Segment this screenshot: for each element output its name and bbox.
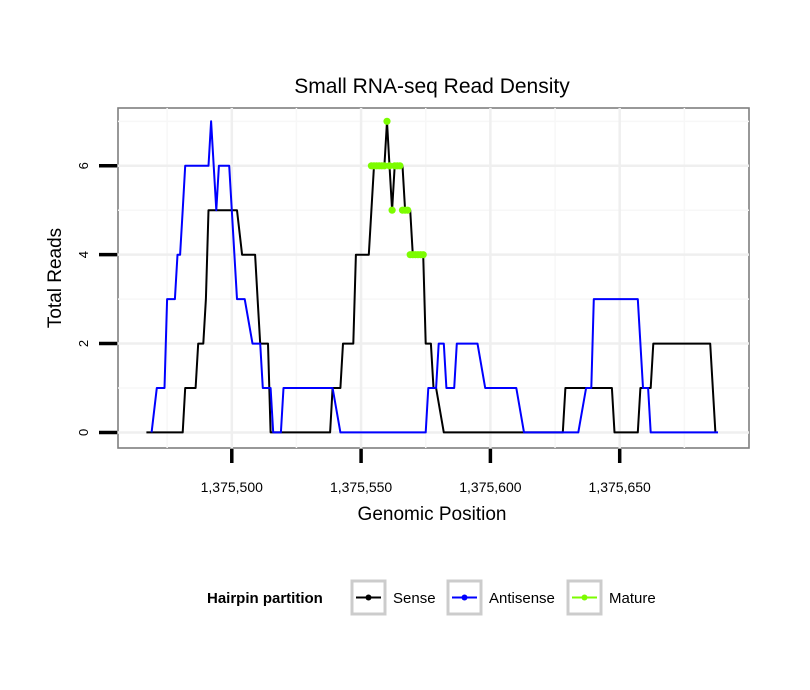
legend-title: Hairpin partition [207, 590, 323, 607]
legend-item-sense: Sense [350, 579, 436, 616]
series-layer [146, 117, 718, 434]
x-axis: 1,375,500 1,375,550 1,375,600 1,375,650 [201, 449, 651, 495]
y-axis: 0 2 4 6 [76, 162, 117, 436]
legend-item-mature: Mature [566, 579, 656, 616]
y-tick-label: 4 [76, 251, 91, 258]
x-tick-label: 1,375,500 [201, 479, 263, 495]
data-point-mature [385, 162, 394, 170]
x-axis-label: Genomic Position [358, 504, 507, 525]
series-points-mature [367, 117, 427, 259]
series-line-antisense [150, 120, 718, 434]
legend-label-mature: Mature [609, 590, 656, 607]
data-point-mature [419, 251, 427, 259]
data-point-mature [383, 117, 391, 125]
y-axis-label: Total Reads [45, 228, 66, 328]
legend-key-point-sense [365, 594, 372, 601]
y-tick-label: 6 [76, 162, 91, 169]
data-point-mature [380, 162, 388, 170]
y-tick-label: 0 [76, 429, 91, 436]
data-point-mature [396, 162, 404, 170]
legend-key-point-mature [581, 594, 588, 601]
x-tick-label: 1,375,600 [459, 479, 521, 495]
legend-key-point-antisense [461, 594, 468, 601]
x-tick-label: 1,375,650 [589, 479, 651, 495]
y-tick-label: 2 [76, 340, 91, 347]
x-tick-label: 1,375,550 [330, 479, 392, 495]
chart-title: Small RNA-seq Read Density [294, 75, 570, 98]
legend-item-antisense: Antisense [446, 579, 555, 616]
legend: Hairpin partition Sense Antisense Mature [207, 579, 656, 616]
data-point-mature [404, 206, 412, 214]
legend-label-antisense: Antisense [489, 590, 555, 607]
legend-label-sense: Sense [393, 590, 436, 607]
data-point-mature [388, 206, 396, 214]
